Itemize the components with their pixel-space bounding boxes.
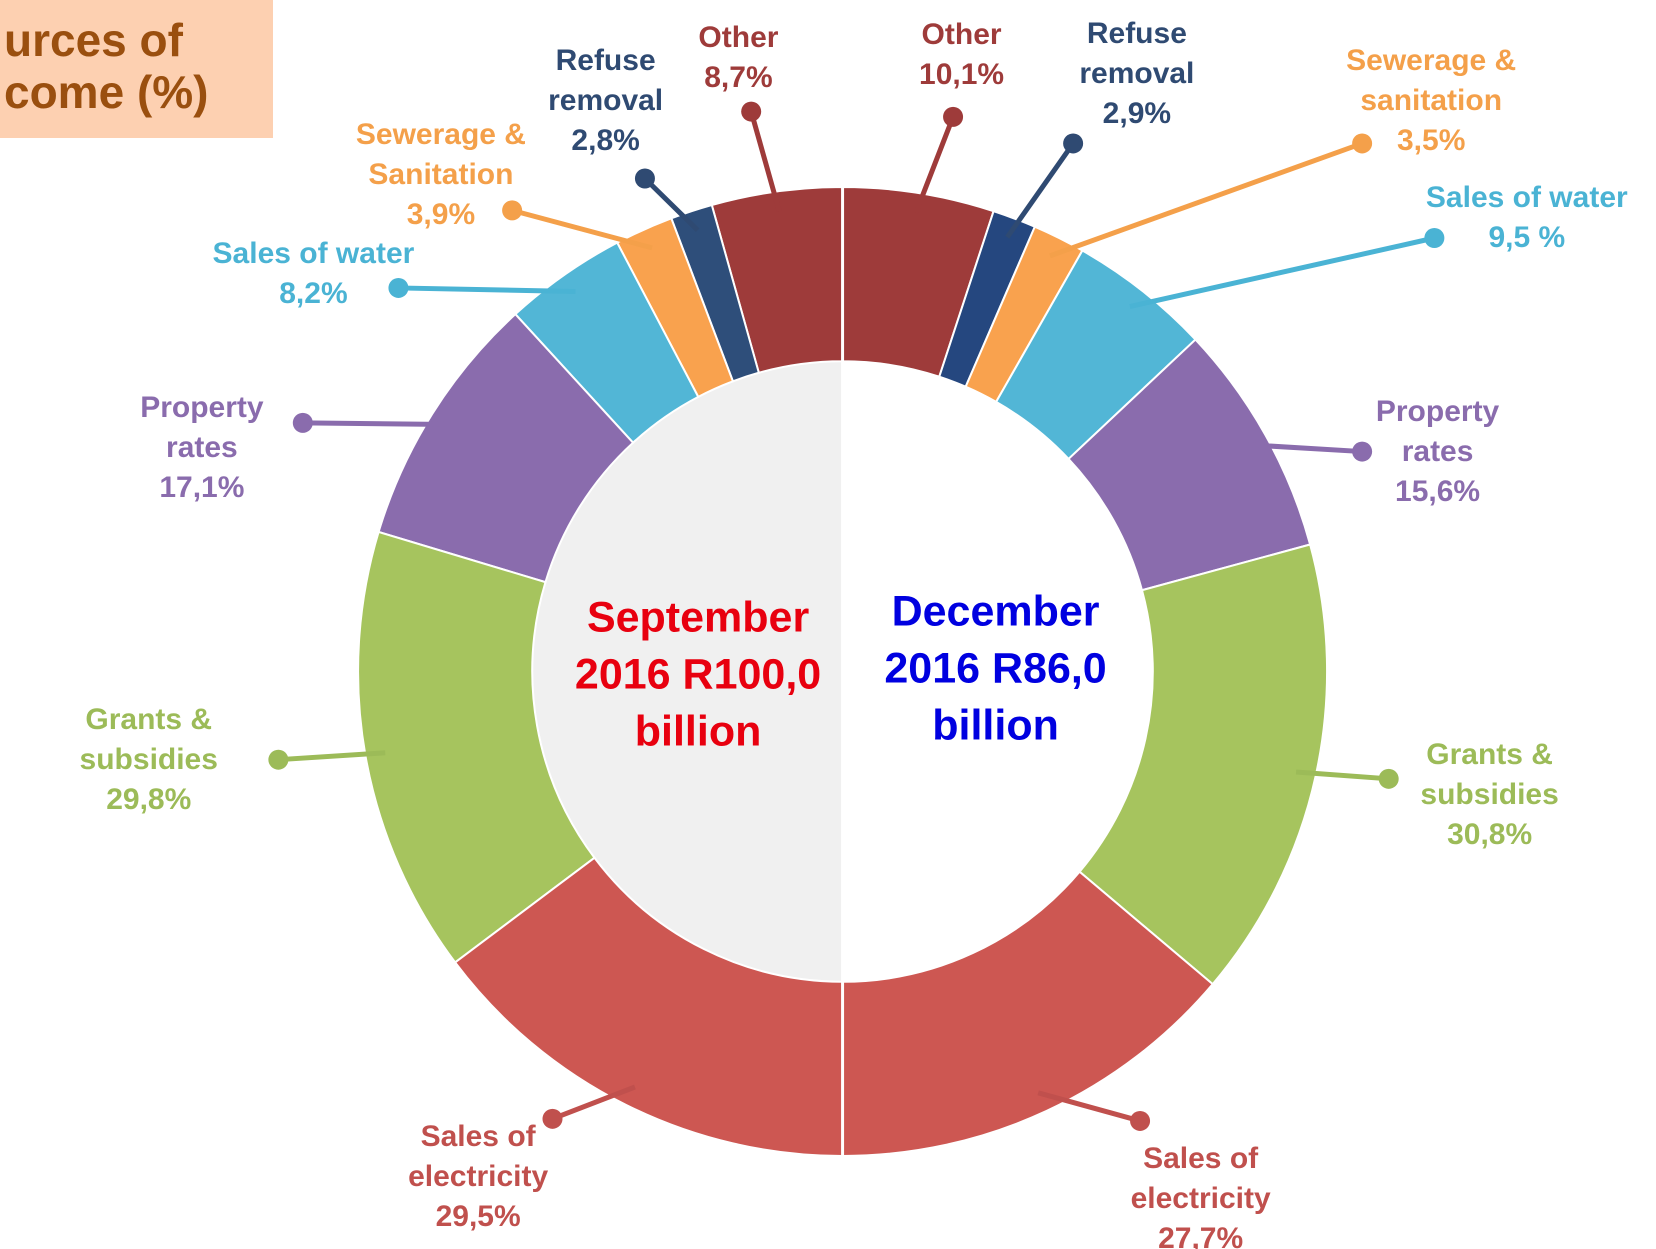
slice-label: Sales of electricity 27,7%	[1081, 1139, 1321, 1249]
leader-line	[1037, 1090, 1141, 1124]
value-label: 8,7%	[704, 61, 773, 95]
slice-label: Refuse removal 2,9%	[1047, 14, 1227, 134]
value-label: 3,9%	[406, 198, 476, 232]
category-label: Other	[921, 18, 1002, 52]
donut-segment	[1078, 543, 1329, 986]
leader-line	[1005, 142, 1076, 239]
leader-line	[1295, 769, 1389, 782]
category-label: Refuse removal	[548, 43, 664, 117]
leader-line	[1129, 235, 1435, 309]
value-label: 15,6%	[1395, 474, 1481, 508]
slice-label: Property rates 17,1%	[112, 388, 292, 508]
category-label: Sales of electricity	[1130, 1141, 1271, 1215]
value-label: 3,5%	[1396, 123, 1466, 157]
leader-dot	[542, 1108, 563, 1129]
leader-dot	[943, 106, 964, 127]
category-label: Refuse removal	[1079, 17, 1195, 91]
donut-segment	[453, 856, 844, 1158]
slice-label: Grants & subsidies 29,8%	[49, 700, 249, 820]
leader-dot	[1352, 441, 1373, 462]
value-label: 2,8%	[571, 123, 640, 157]
leader-line	[511, 207, 653, 251]
category-label: Other	[698, 21, 779, 55]
value-label: 10,1%	[919, 58, 1005, 92]
category-label: Sewerage & Sanitation	[355, 118, 526, 192]
leader-line	[398, 285, 576, 294]
leader-line	[302, 420, 450, 427]
chart-title: urces of come (%)	[0, 0, 273, 138]
leader-line	[1247, 442, 1363, 455]
leader-dot	[292, 412, 313, 433]
slice-label: Other 10,1%	[892, 15, 1032, 95]
leader-line	[551, 1084, 636, 1122]
donut-segment	[357, 530, 596, 964]
value-label: 8,2%	[279, 277, 348, 311]
category-label: Sales of water	[212, 237, 415, 271]
value-label: 2,9%	[1102, 97, 1172, 131]
slice-label: Refuse removal 2,8%	[516, 41, 696, 161]
leader-dot	[1378, 768, 1399, 789]
center-label: September 2016 R100,0 billion	[574, 593, 822, 756]
slice-label: Other 8,7%	[668, 18, 808, 98]
slice-label: Grants & subsidies 30,8%	[1390, 735, 1590, 855]
inner-half	[842, 361, 1153, 982]
leader-dot	[502, 200, 523, 221]
category-label: Sales of water	[1425, 180, 1628, 214]
value-label: 30,8%	[1447, 817, 1533, 851]
leader-dot	[268, 749, 289, 770]
category-label: Grants & subsidies	[79, 702, 218, 776]
category-label: Sales of electricity	[408, 1120, 549, 1194]
category-label: Property rates	[140, 391, 264, 465]
leader-dot	[634, 168, 655, 189]
value-label: 9,5 %	[1488, 220, 1566, 254]
slice-label: Sewerage & sanitation 3,5%	[1316, 41, 1546, 161]
value-label: 17,1%	[159, 471, 245, 505]
value-label: 29,8%	[106, 782, 192, 816]
center-label: December 2016 R86,0 billion	[884, 587, 1107, 750]
slice-label: Sewerage & Sanitation 3,9%	[326, 115, 556, 235]
value-label: 29,5%	[435, 1200, 521, 1234]
leader-dot	[1424, 228, 1445, 248]
leader-line	[913, 115, 956, 214]
leader-line	[278, 750, 386, 763]
leader-dot	[1352, 133, 1373, 154]
slice-label: Sales of water 8,2%	[163, 234, 463, 314]
leader-dot	[741, 101, 762, 122]
leader-line	[748, 110, 782, 213]
category-label: Sewerage & sanitation	[1346, 43, 1517, 117]
leader-dot	[1063, 133, 1084, 154]
slice-label: Sales of electricity 29,5%	[358, 1117, 598, 1237]
leader-line	[643, 176, 700, 232]
inner-half	[532, 361, 843, 982]
category-label: Grants & subsidies	[1420, 737, 1559, 811]
leader-dot	[388, 277, 409, 298]
leader-dot	[1130, 1110, 1151, 1131]
slice-label: Property rates 15,6%	[1348, 392, 1528, 512]
category-label: Property rates	[1375, 394, 1500, 468]
leader-line	[1049, 141, 1363, 259]
value-label: 27,7%	[1158, 1221, 1244, 1249]
slice-label: Sales of water 9,5 %	[1377, 178, 1656, 258]
